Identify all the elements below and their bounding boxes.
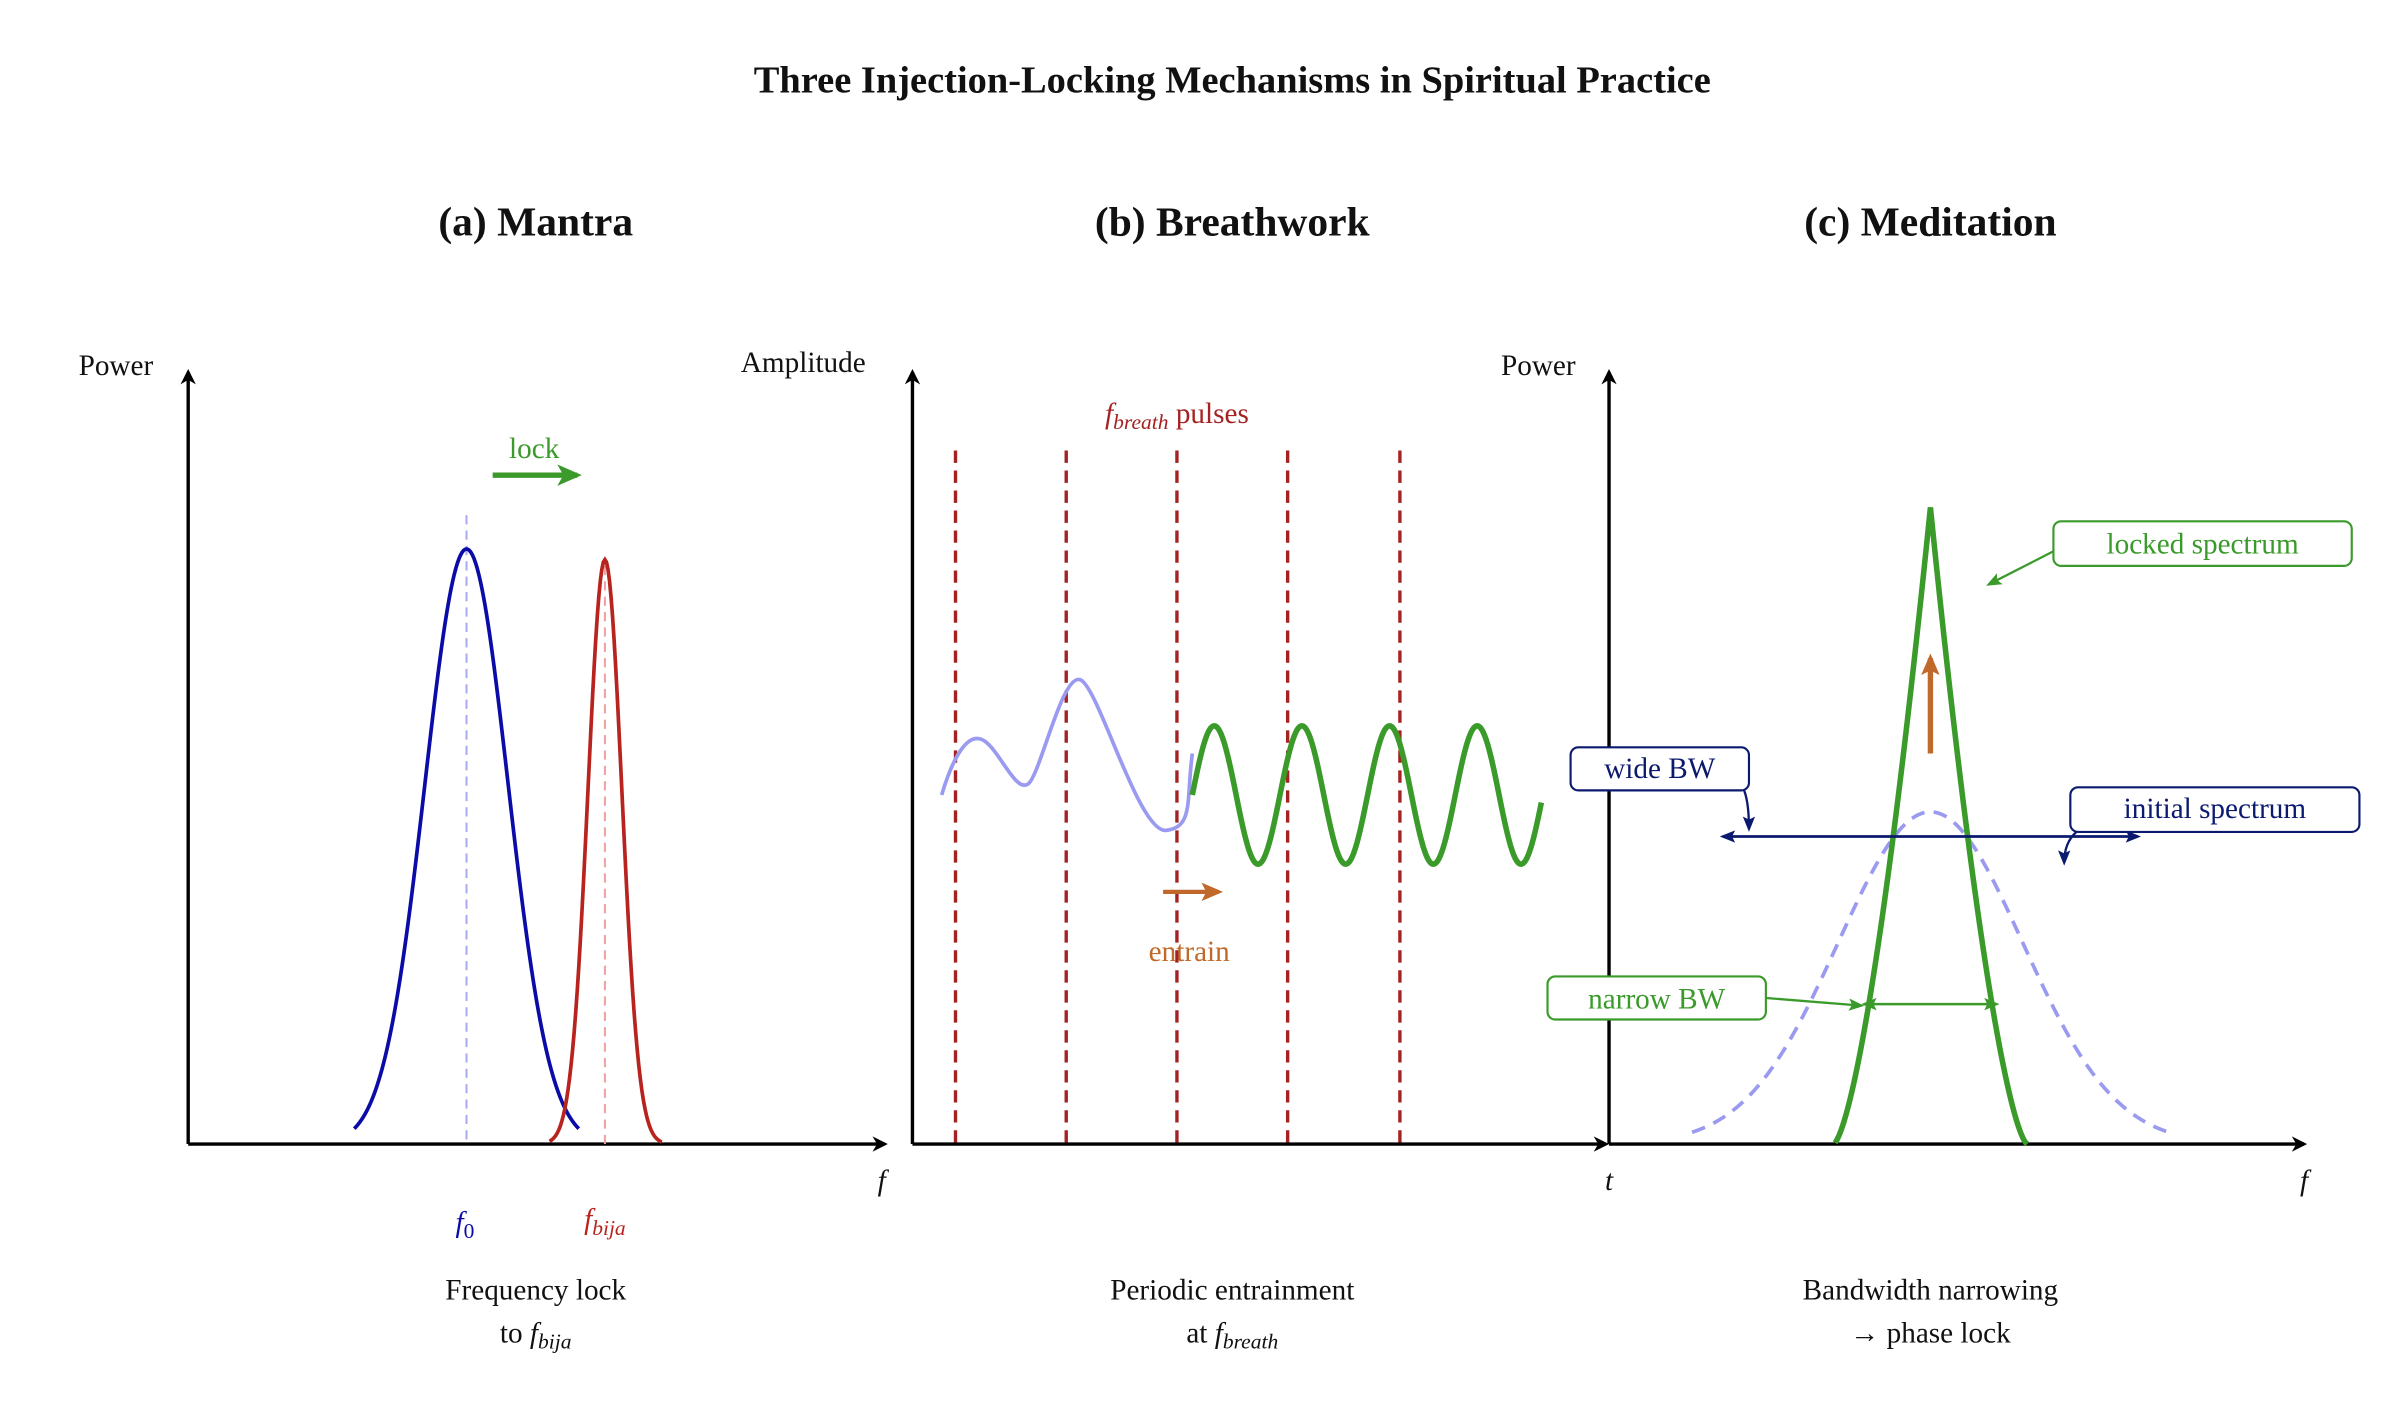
pulses-label: fbreath pulses [1105,398,1249,434]
free-wave [939,677,1195,833]
panel-title: (b) Breathwork [1095,198,1371,245]
caption: Frequency lock [445,1274,626,1306]
label-box [2052,520,2353,567]
locked-spectrum [1832,507,2030,1147]
label-box [1546,975,1767,1021]
pulse-lines [953,450,1402,1145]
y-axis-label: Power [79,350,154,382]
panel-title: (a) Mantra [438,198,633,245]
lock-label: lock [509,433,560,465]
entrain-label: entrain [1149,936,1230,968]
narrow-label: narrow BW [1588,984,1725,1016]
mantra-peak [352,547,581,1130]
y-axis-label: Amplitude [741,347,866,379]
main-title: Three Injection-Locking Mechanisms in Sp… [754,59,1711,101]
pointer [1765,996,1865,1011]
locked-label: locked spectrum [2106,529,2298,561]
label-box [2069,786,2361,833]
wide-label: wide BW [1604,753,1716,785]
caption: → phase lock [1850,1317,2011,1349]
peak-label: fbija [584,1204,626,1240]
panel-title: (c) Meditation [1804,198,2056,245]
pointer [1741,786,1756,832]
initial-label: initial spectrum [2124,793,2307,825]
bija-peak [548,556,663,1144]
peak-label: f0 [456,1207,475,1243]
caption: Periodic entrainment [1110,1274,1354,1306]
caption: Bandwidth narrowing [1803,1274,2059,1306]
locked-wave [1189,722,1545,867]
x-axis-label: f [2300,1165,2312,1197]
y-axis-label: Power [1501,350,1576,382]
pointer [2058,831,2078,866]
label-box [1569,746,1751,792]
x-axis-label: f [878,1165,890,1197]
pointer [1986,549,2056,586]
caption: to fbija [500,1317,572,1353]
caption: at fbreath [1186,1317,1278,1353]
x-axis-label: t [1605,1165,1614,1197]
initial-spectrum [1691,810,2170,1134]
